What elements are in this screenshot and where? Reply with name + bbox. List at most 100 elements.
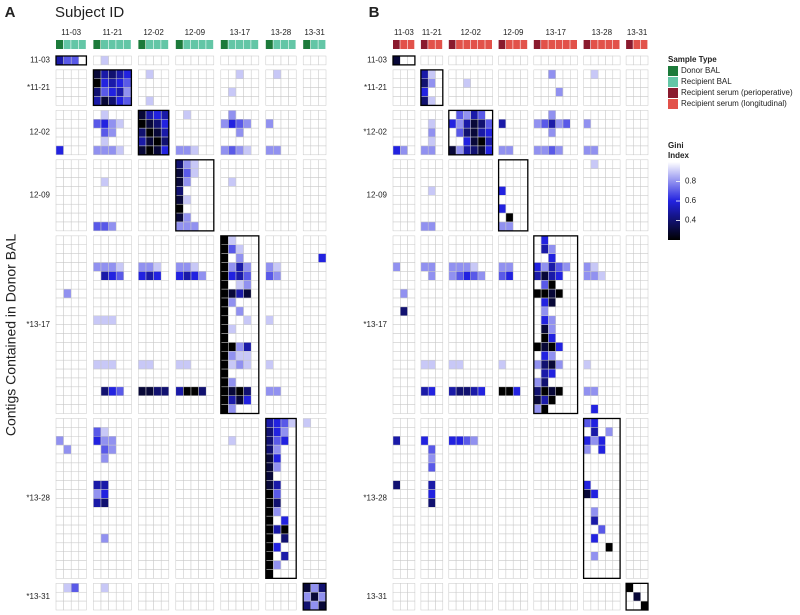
heatmap-cell [392,221,401,232]
heatmap-cell [63,96,72,106]
heatmap-cell [250,569,260,579]
heatmap-cell [455,186,464,196]
heatmap-cell [115,480,125,490]
heatmap-cell [625,186,634,196]
column-group-label: 13-31 [304,28,325,37]
heatmap-cell [455,235,464,245]
heatmap-cell [590,368,599,379]
heatmap-cell [448,324,457,334]
heatmap-cell [302,203,312,214]
heatmap-cell [198,306,207,317]
heatmap-cell [605,342,614,352]
heatmap-cell [540,221,549,232]
heatmap-cell [407,315,416,325]
heatmap-cell [570,351,578,361]
heatmap-cell [183,480,192,490]
heatmap-cell [625,600,634,611]
heatmap-cell [455,262,464,272]
heatmap-cell [190,551,199,561]
heatmap-cell [485,515,493,526]
heatmap-cell [520,507,529,517]
heatmap-cell [138,498,147,508]
heatmap-cell [318,359,327,370]
heatmap-cell [512,489,521,499]
heatmap-cell [190,480,199,490]
heatmap-cell [190,515,199,526]
heatmap-cell [93,418,102,428]
heatmap-cell [93,315,102,325]
heatmap-cell [625,235,634,245]
heatmap-cell [477,244,486,254]
heatmap-cell [220,368,229,379]
heatmap-cell [540,262,549,272]
heatmap-cell [318,533,327,544]
heatmap-cell [392,368,401,379]
heatmap-cell [273,560,282,570]
heatmap-cell [477,306,486,317]
heatmap-cell [555,127,564,138]
heatmap-cell [448,351,457,361]
heatmap-cell [512,195,521,205]
heatmap-cell [477,498,486,508]
heatmap-cell [470,444,479,455]
heatmap-cell [505,203,514,214]
heatmap-cell [562,560,571,570]
heatmap-cell [400,591,408,602]
heatmap-cell [183,377,192,388]
heatmap-cell [485,507,493,517]
heatmap-cell [153,159,162,169]
heatmap-cell [555,145,564,156]
heatmap-cell [183,168,192,178]
heatmap-cell [175,444,184,455]
heatmap-cell [205,110,215,120]
heatmap-cell [235,119,244,129]
heatmap-cell [280,212,289,223]
heatmap-cell [78,271,87,281]
heatmap-cell [220,288,229,299]
heatmap-cell [302,127,312,138]
heatmap-cell [455,297,464,308]
heatmap-cell [435,427,444,437]
diagonal-box [137,109,170,156]
heatmap-cell [420,315,429,325]
heatmap-cell [477,315,486,325]
heatmap-cell [302,462,312,473]
chart-title: Subject ID [55,4,124,21]
sample-type-cell [470,40,478,49]
heatmap-cell [570,119,578,129]
heatmap-cell [520,280,529,290]
sample-type-cell [583,40,591,49]
heatmap-cell [220,127,229,138]
heatmap-cell [235,368,244,379]
heatmap-cell [78,569,87,579]
heatmap-cell [485,55,493,66]
heatmap-cell [590,583,599,593]
heatmap-cell [160,262,170,272]
heatmap-cell [407,195,416,205]
heatmap-cell [273,212,282,223]
heatmap-cell [175,324,184,334]
heatmap-cell [183,87,192,97]
heatmap-cell [198,186,207,196]
heatmap-cell [597,489,606,499]
heatmap-cell [302,253,312,263]
sample-type-cell [407,40,415,49]
heatmap-cell [448,221,457,232]
heatmap-cell [640,96,649,106]
heatmap-cell [302,306,312,317]
heatmap-cell [540,480,549,490]
heatmap-cell [633,297,641,308]
heatmap-cell [138,69,147,80]
heatmap-cell [123,262,132,272]
heatmap-cell [318,351,327,361]
heatmap-cell [477,110,486,120]
heatmap-cell [448,87,457,97]
heatmap-cell [145,306,154,317]
heatmap-cell [520,489,529,499]
heatmap-cell [562,551,571,561]
heatmap-cell [145,368,154,379]
heatmap-cell [640,280,649,290]
heatmap-cell [138,203,147,214]
heatmap-cell [198,533,207,544]
heatmap-cell [597,600,606,611]
